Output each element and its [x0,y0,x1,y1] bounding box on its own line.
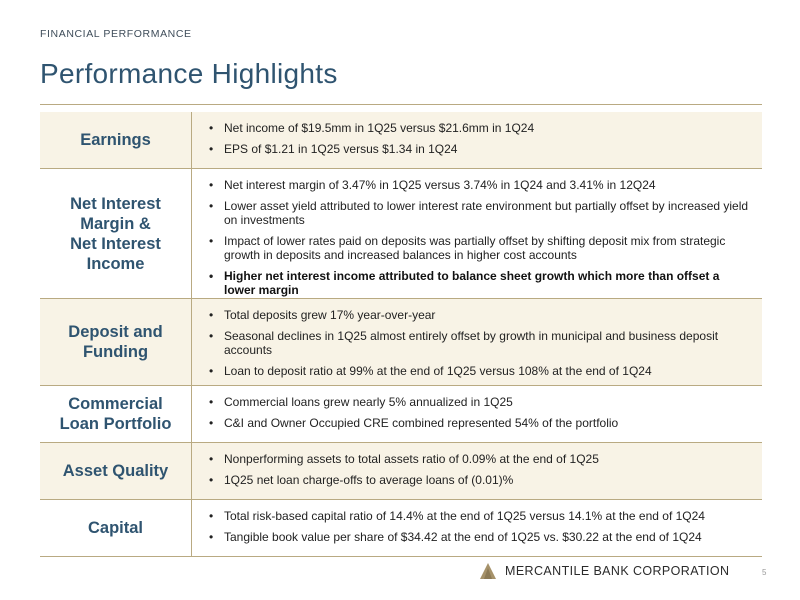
row-commercial-loans: Commercial Loan Portfolio Commercial loa… [40,386,762,443]
row-label-commercial-loans: Commercial Loan Portfolio [40,386,192,442]
row-capital: Capital Total risk-based capital ratio o… [40,500,762,557]
triangle-logo-icon [480,563,496,579]
row-label-deposit-funding: Deposit and Funding [40,299,192,385]
bullet-item: Lower asset yield attributed to lower in… [208,199,752,228]
row-earnings: Earnings Net income of $19.5mm in 1Q25 v… [40,112,762,169]
section-eyebrow: FINANCIAL PERFORMANCE [40,28,192,40]
bullet-item: EPS of $1.21 in 1Q25 versus $1.34 in 1Q2… [208,142,752,157]
bullet-item: Seasonal declines in 1Q25 almost entirel… [208,329,752,358]
bullet-item: Loan to deposit ratio at 99% at the end … [208,364,752,379]
bullet-list: Commercial loans grew nearly 5% annualiz… [192,386,762,442]
page-title: Performance Highlights [40,58,338,89]
bullet-item: Total risk-based capital ratio of 14.4% … [208,509,752,524]
bullet-item: Total deposits grew 17% year-over-year [208,308,752,323]
bullet-item: Commercial loans grew nearly 5% annualiz… [208,395,752,410]
bullet-item: Nonperforming assets to total assets rat… [208,452,752,467]
bullet-list: Nonperforming assets to total assets rat… [192,443,762,499]
bullet-item: Net income of $19.5mm in 1Q25 versus $21… [208,121,752,136]
bullet-item: Impact of lower rates paid on deposits w… [208,234,752,263]
row-asset-quality: Asset Quality Nonperforming assets to to… [40,443,762,500]
row-label-earnings: Earnings [40,112,192,168]
bullet-list: Total deposits grew 17% year-over-year S… [192,299,762,385]
bullet-item: 1Q25 net loan charge-offs to average loa… [208,473,752,488]
row-deposit-funding: Deposit and Funding Total deposits grew … [40,299,762,386]
company-name: MERCANTILE BANK CORPORATION [505,564,730,578]
bullet-item: C&I and Owner Occupied CRE combined repr… [208,416,752,431]
bullet-item-emphasis: Higher net interest income attributed to… [208,269,752,298]
row-label-asset-quality: Asset Quality [40,443,192,499]
row-label-capital: Capital [40,500,192,556]
highlights-table: Earnings Net income of $19.5mm in 1Q25 v… [40,112,762,557]
footer-logo: MERCANTILE BANK CORPORATION [479,562,729,580]
page-number: 5 [762,568,767,577]
bullet-item: Tangible book value per share of $34.42 … [208,530,752,545]
bullet-list: Total risk-based capital ratio of 14.4% … [192,500,762,556]
title-divider [40,104,762,105]
bullet-item: Net interest margin of 3.47% in 1Q25 ver… [208,178,752,193]
bullet-list: Net income of $19.5mm in 1Q25 versus $21… [192,112,762,168]
row-label-net-interest: Net Interest Margin & Net Interest Incom… [40,169,192,298]
bullet-list: Net interest margin of 3.47% in 1Q25 ver… [192,169,762,298]
row-net-interest: Net Interest Margin & Net Interest Incom… [40,169,762,299]
